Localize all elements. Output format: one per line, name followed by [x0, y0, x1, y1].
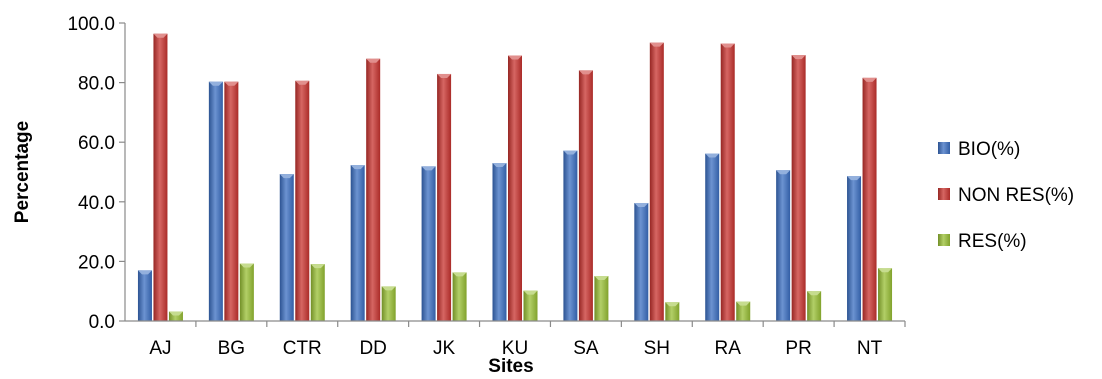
bar-bio-nt: [847, 176, 862, 321]
legend-item-res: RES(%): [938, 231, 1027, 252]
bar-bio-ctr: [279, 174, 294, 321]
bar-res-bg: [239, 263, 254, 321]
x-tick-label-jk: JK: [433, 338, 456, 359]
bar-non-res-bg: [224, 81, 239, 322]
bar-non-res-ku: [508, 55, 522, 322]
legend-swatch: [938, 234, 950, 246]
bar-res-sh: [665, 302, 680, 321]
bar-res-ku: [523, 290, 538, 321]
bar-res-nt: [878, 268, 893, 321]
legend-label: NON RES(%): [958, 185, 1074, 206]
bar-res-dd: [381, 286, 396, 321]
y-axis-title: Percentage: [12, 121, 33, 223]
y-tick-label: 20.0: [78, 252, 115, 273]
y-tick-label: 80.0: [78, 74, 115, 95]
bar-res-pr: [807, 291, 822, 321]
y-axis-ticks: 0.0 20.0 40.0 60.0 80.0 100.0: [67, 14, 125, 333]
bar-non-res-ctr: [295, 80, 310, 321]
legend-item-bio: BIO(%): [938, 139, 1020, 160]
legend-label: RES(%): [958, 231, 1027, 252]
x-axis-ticks: AJ BG CTR DD JK KU SA SH RA PR NT: [149, 321, 906, 359]
bar-bio-ku: [492, 163, 507, 321]
bar-res-jk: [452, 272, 467, 321]
x-tick-label-ctr: CTR: [283, 338, 322, 359]
x-tick-label-sh: SH: [644, 338, 670, 359]
x-tick-label-ra: RA: [715, 338, 742, 359]
x-tick-label-bg: BG: [218, 338, 245, 359]
y-tick-label: 100.0: [67, 14, 115, 35]
bar-bio-bg: [208, 81, 223, 322]
x-tick-label-pr: PR: [785, 338, 811, 359]
x-axis-title: Sites: [488, 356, 533, 374]
bar-non-res-pr: [791, 55, 806, 322]
bar-res-sa: [594, 276, 609, 321]
legend-label: BIO(%): [958, 139, 1020, 160]
legend-swatch: [938, 142, 950, 154]
x-tick-label-nt: NT: [857, 338, 883, 359]
bar-res-aj: [168, 311, 183, 321]
bars-layer: [137, 33, 893, 322]
bar-bio-dd: [350, 165, 365, 321]
bar-res-ctr: [310, 264, 325, 321]
bar-non-res-dd: [366, 58, 381, 321]
bar-non-res-aj: [153, 33, 168, 322]
bar-bio-aj: [137, 270, 152, 321]
x-tick-label-aj: AJ: [149, 338, 171, 359]
bar-bio-ra: [705, 153, 720, 321]
bar-res-ra: [736, 301, 751, 321]
bar-non-res-jk: [437, 73, 452, 321]
legend-swatch: [938, 188, 950, 200]
y-tick-label: 60.0: [78, 133, 115, 154]
bar-bio-jk: [421, 166, 436, 321]
bar-non-res-nt: [862, 77, 877, 321]
bar-non-res-ra: [720, 43, 735, 321]
x-tick-label-ku: KU: [502, 338, 528, 359]
legend: BIO(%) NON RES(%) RES(%): [938, 139, 1074, 252]
x-tick-label-sa: SA: [573, 338, 599, 359]
legend-item-non-res: NON RES(%): [938, 185, 1074, 206]
bar-bio-pr: [776, 170, 791, 321]
y-tick-label: 40.0: [78, 193, 115, 214]
bar-non-res-sa: [578, 70, 593, 321]
x-tick-label-dd: DD: [359, 338, 386, 359]
y-tick-label: 0.0: [89, 312, 115, 333]
bar-bio-sa: [563, 150, 578, 321]
bar-non-res-sh: [649, 42, 664, 321]
bar-bio-sh: [634, 202, 649, 321]
